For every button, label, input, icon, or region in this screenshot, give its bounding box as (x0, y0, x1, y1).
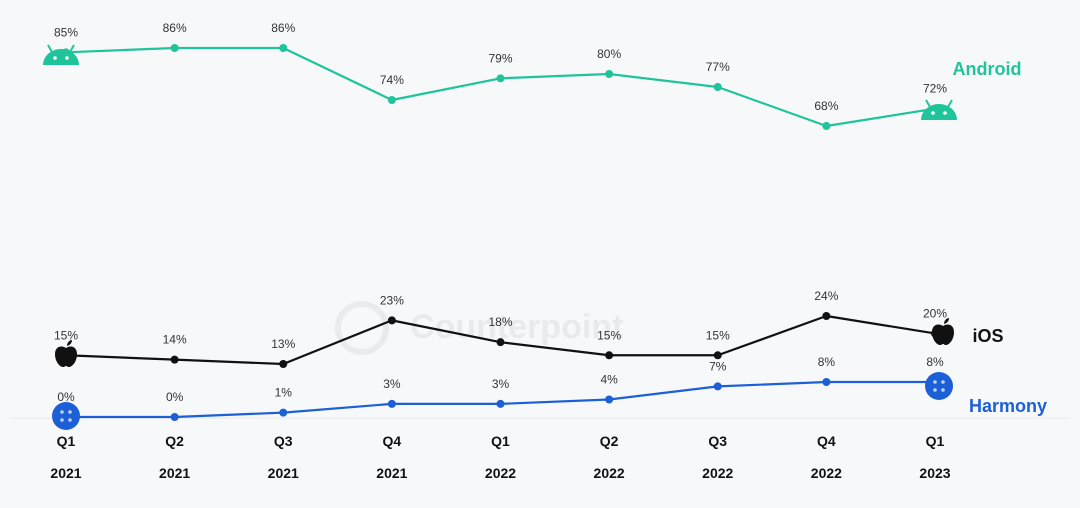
apple-logo-icon (932, 318, 954, 345)
ios-point (387, 316, 396, 325)
ios-point (279, 360, 288, 368)
android-data-label: 72% (923, 82, 947, 96)
harmony-data-label: 3% (492, 377, 510, 391)
harmony-data-label: 0% (166, 390, 184, 404)
x-tick-year: 2022 (811, 465, 842, 481)
harmony-data-label: 8% (818, 355, 836, 369)
android-series: 85% 86% 86% 74% 79% 80% 77% 68% 72% (54, 21, 947, 130)
watermark: Counterpoint (335, 301, 623, 355)
ios-data-label: 15% (54, 328, 78, 342)
android-data-label: 86% (271, 21, 295, 35)
harmony-point (496, 399, 505, 408)
android-data-label: 86% (163, 21, 187, 35)
harmony-point (387, 399, 396, 408)
android-robot-icon (43, 44, 79, 65)
harmony-data-label: 1% (275, 386, 293, 400)
harmony-data-label: 8% (926, 355, 944, 369)
harmony-data-label: 4% (600, 373, 618, 387)
x-tick-quarter: Q3 (274, 433, 293, 449)
android-data-label: 77% (706, 60, 730, 74)
android-data-label: 68% (814, 99, 838, 113)
x-tick-quarter: Q4 (383, 433, 402, 449)
android-point (822, 122, 831, 130)
x-axis-ticks: Q1 2021 Q2 2021 Q3 2021 Q4 2021 Q1 2022 Q2 2022 Q3 20… (50, 433, 950, 481)
x-tick-quarter: Q3 (708, 433, 727, 449)
watermark-logo-icon (335, 301, 389, 355)
x-tick-year: 2023 (919, 465, 950, 481)
legend-android: Android (953, 59, 1022, 79)
ios-series: 15% 14% 13% 23% 18% 15% 15% 24% 20% (54, 289, 947, 368)
legend-harmony: Harmony (969, 396, 1047, 416)
ios-data-label: 23% (380, 293, 404, 307)
x-tick-year: 2021 (159, 465, 190, 481)
harmony-point (822, 378, 831, 386)
harmony-data-label: 7% (709, 359, 727, 373)
android-robot-icon (921, 99, 957, 120)
android-data-label: 85% (54, 25, 78, 39)
x-tick-quarter: Q1 (926, 433, 945, 449)
x-tick-year: 2022 (702, 465, 733, 481)
legend-ios: iOS (972, 326, 1003, 346)
android-point (496, 74, 505, 83)
harmony-data-label: 0% (57, 390, 75, 404)
android-point (605, 70, 614, 78)
android-data-label: 80% (597, 47, 621, 61)
android-point (279, 44, 288, 52)
x-tick-quarter: Q4 (817, 433, 836, 449)
ios-point (713, 351, 722, 360)
harmony-point (605, 395, 614, 404)
android-data-label: 74% (380, 73, 404, 87)
x-tick-year: 2021 (376, 465, 407, 481)
android-point (170, 44, 179, 52)
x-tick-quarter: Q2 (600, 433, 619, 449)
x-tick-year: 2021 (50, 465, 81, 481)
ios-point (822, 312, 831, 320)
x-tick-year: 2022 (594, 465, 625, 481)
android-data-label: 79% (488, 51, 512, 65)
harmony-data-label: 3% (383, 377, 401, 391)
ios-data-label: 15% (706, 328, 730, 342)
harmony-logo-icon (925, 372, 953, 400)
ios-point (496, 338, 505, 347)
ios-point (605, 351, 614, 360)
android-point (387, 96, 396, 104)
ios-data-label: 15% (597, 328, 621, 342)
x-tick-year: 2021 (268, 465, 299, 481)
ios-data-label: 18% (488, 315, 512, 329)
x-tick-quarter: Q2 (165, 433, 184, 449)
x-tick-quarter: Q1 (57, 433, 76, 449)
harmony-series: 0% 0% 1% 3% 3% 4% 7% 8% 8% (57, 355, 944, 421)
harmony-point (279, 408, 288, 417)
harmony-point (170, 413, 179, 421)
watermark-text: Counterpoint (410, 308, 623, 346)
harmony-point (713, 382, 722, 391)
x-tick-quarter: Q1 (491, 433, 510, 449)
apple-logo-icon (55, 340, 77, 367)
ios-data-label: 14% (163, 333, 187, 347)
ios-data-label: 13% (271, 337, 295, 351)
android-point (713, 83, 722, 91)
ios-point (170, 355, 179, 364)
ios-data-label: 24% (814, 289, 838, 303)
ios-data-label: 20% (923, 306, 947, 320)
series-layer: 85% 86% 86%74%79% 80%77%68%72%15% 14% 13%23%1… (54, 21, 947, 421)
x-tick-year: 2022 (485, 465, 516, 481)
harmony-logo-icon (52, 402, 80, 430)
